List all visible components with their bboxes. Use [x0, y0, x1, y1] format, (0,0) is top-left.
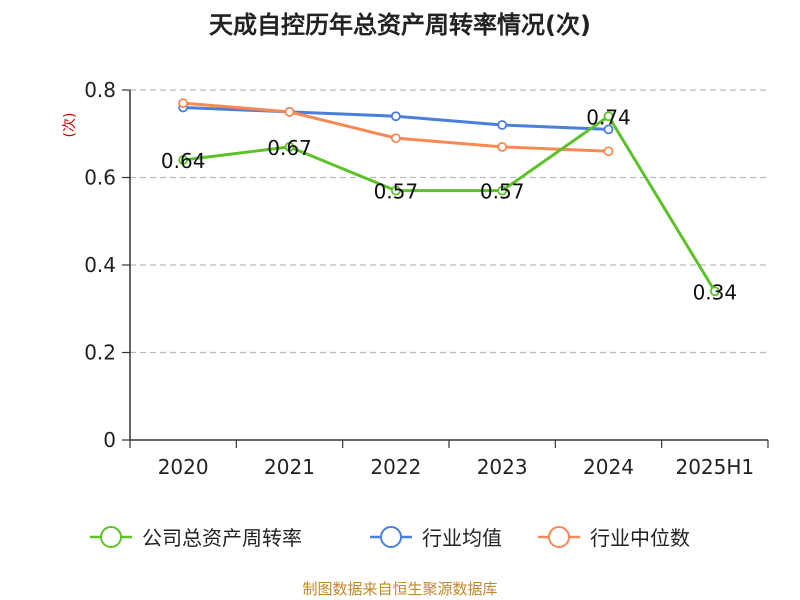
data-point: [497, 120, 508, 130]
legend-item: 公司总资产周转率: [90, 526, 302, 550]
data-label: 0.34: [693, 280, 738, 304]
series-line: [182, 114, 717, 293]
legend-item: 行业均值: [370, 526, 502, 550]
data-point: [284, 106, 295, 117]
data-point: [497, 141, 508, 152]
legend-marker: [100, 526, 122, 548]
y-tick-label: 0.4: [84, 253, 116, 277]
data-label: 0.67: [267, 136, 312, 160]
data-point: [284, 141, 295, 152]
legend-marker: [548, 526, 570, 548]
series-2: [178, 98, 614, 157]
y-tick-label: 0.2: [84, 341, 116, 365]
legend: 公司总资产周转率 行业均值 行业中位数: [90, 526, 690, 550]
x-tick-label: 2023: [477, 455, 528, 479]
data-label: 0.64: [161, 149, 206, 173]
x-tick-label: 2021: [264, 455, 315, 479]
source-note: 制图数据来自恒生聚源数据库: [302, 580, 497, 598]
data-label: 0.57: [480, 180, 525, 204]
y-tick-label: 0: [103, 428, 116, 452]
legend-item: 行业中位数: [538, 526, 690, 550]
data-point: [390, 111, 401, 122]
legend-label: 公司总资产周转率: [142, 526, 302, 550]
data-point: [178, 155, 189, 165]
series-lines: [178, 98, 720, 297]
data-point: [178, 98, 189, 109]
data-point: [603, 124, 614, 135]
y-tick-label: 0.6: [84, 166, 116, 190]
data-label: 0.74: [586, 105, 631, 129]
data-point: [390, 185, 401, 196]
data-point: [603, 146, 614, 157]
legend-marker: [380, 526, 402, 548]
x-tick-label: 2022: [370, 455, 421, 479]
y-tick-label: 0.8: [84, 78, 116, 102]
data-point: [497, 185, 508, 196]
axes: 0 0.2 0.4 0.6 0.8 2020 2021 2022 2023 2024 2025H1: [84, 78, 769, 479]
legend-label: 行业均值: [422, 526, 502, 550]
series-0: [178, 111, 720, 297]
data-point: [390, 133, 401, 144]
x-tick-label: 2020: [158, 455, 209, 479]
x-tick-label: 2025H1: [675, 455, 754, 479]
grid-lines: [130, 89, 768, 354]
data-point: [709, 286, 720, 297]
x-tick-label: 2024: [583, 455, 634, 479]
data-label: 0.57: [374, 180, 419, 204]
data-point: [603, 111, 614, 122]
y-axis-label: (次): [62, 113, 78, 138]
chart-title: 天成自控历年总资产周转率情况(次): [209, 11, 591, 39]
data-labels: 0.64 0.67 0.57 0.57 0.74 0.34: [161, 105, 737, 304]
legend-label: 行业中位数: [590, 526, 690, 550]
